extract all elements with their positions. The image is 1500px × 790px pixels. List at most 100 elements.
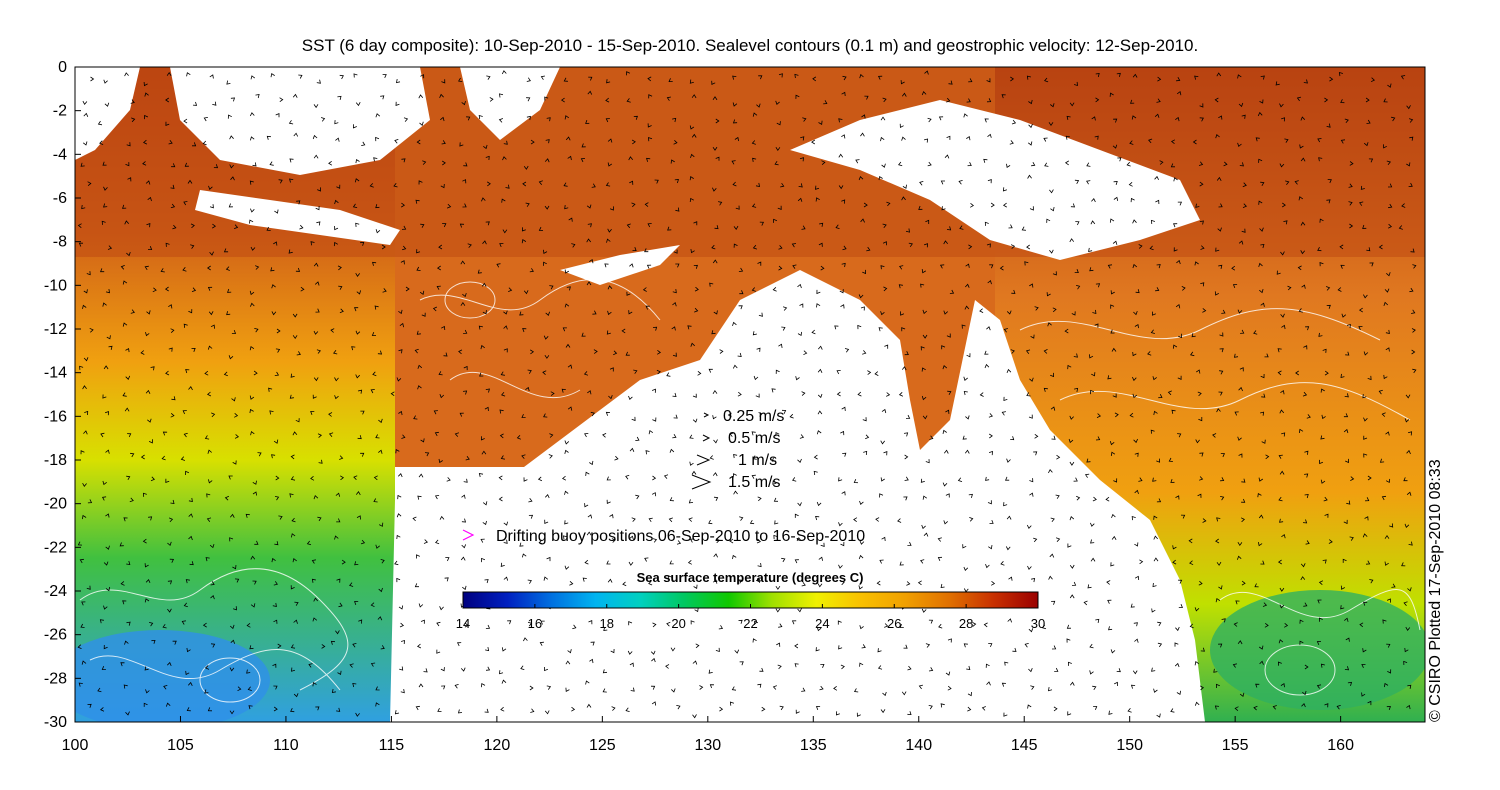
- velocity-arrow: [1317, 138, 1322, 143]
- velocity-arrow: [943, 449, 949, 454]
- velocity-arrow: [1216, 176, 1222, 181]
- velocity-arrow: [672, 289, 677, 294]
- velocity-arrow: [987, 133, 992, 138]
- velocity-arrow: [602, 433, 607, 438]
- velocity-arrow: [191, 287, 197, 292]
- velocity-arrow: [644, 557, 649, 562]
- velocity-arrow: [1279, 409, 1285, 414]
- velocity-arrow: [1326, 199, 1331, 204]
- velocity-arrow: [417, 385, 422, 390]
- velocity-arrow: [1199, 476, 1204, 481]
- velocity-arrow: [1198, 417, 1203, 422]
- velocity-arrow: [1277, 661, 1282, 666]
- velocity-arrow: [1387, 223, 1393, 229]
- velocity-arrow: [621, 328, 626, 334]
- velocity-arrow: [564, 520, 569, 525]
- velocity-arrow: [226, 311, 231, 316]
- velocity-arrow: [142, 538, 147, 544]
- velocity-arrow: [856, 712, 861, 717]
- velocity-arrow: [461, 100, 466, 106]
- velocity-arrow: [610, 648, 615, 654]
- velocity-arrow: [817, 393, 823, 399]
- velocity-arrow: [963, 566, 969, 572]
- velocity-arrow: [185, 470, 190, 475]
- velocity-arrow: [713, 310, 718, 315]
- velocity-arrow: [1107, 599, 1112, 604]
- velocity-arrow: [758, 312, 763, 317]
- velocity-arrow: [398, 309, 403, 315]
- velocity-arrow: [1302, 690, 1307, 696]
- velocity-arrow: [233, 224, 239, 229]
- velocity-arrow: [1074, 269, 1079, 274]
- velocity-arrow: [880, 116, 886, 121]
- velocity-arrow: [80, 450, 85, 455]
- velocity-arrow: [1110, 649, 1116, 654]
- colorbar-tick-label: 20: [671, 616, 685, 631]
- velocity-arrow: [581, 332, 586, 337]
- velocity-arrow: [692, 418, 698, 423]
- velocity-arrow: [968, 78, 973, 83]
- velocity-arrow: [336, 578, 341, 583]
- legend-speed-1: 1 m/s: [738, 452, 777, 469]
- velocity-arrow: [712, 389, 718, 395]
- velocity-arrow: [1127, 708, 1132, 713]
- velocity-arrow: [99, 707, 105, 712]
- velocity-arrow: [588, 259, 594, 264]
- velocity-arrow: [1156, 98, 1161, 103]
- velocity-arrow: [1300, 221, 1306, 226]
- velocity-arrow: [771, 457, 776, 462]
- velocity-arrow: [296, 200, 301, 205]
- velocity-arrow: [380, 95, 385, 100]
- velocity-arrow: [290, 708, 295, 713]
- velocity-arrow: [963, 643, 968, 648]
- velocity-arrow: [606, 238, 611, 243]
- velocity-arrow: [921, 524, 926, 530]
- velocity-arrow: [295, 418, 300, 423]
- velocity-arrow: [819, 222, 824, 227]
- velocity-arrow: [988, 643, 993, 648]
- velocity-arrow: [188, 497, 193, 503]
- velocity-arrow: [794, 663, 799, 668]
- velocity-arrow: [897, 518, 902, 523]
- velocity-arrow: [380, 559, 385, 564]
- velocity-arrow: [988, 433, 993, 439]
- velocity-arrow: [987, 179, 992, 184]
- velocity-arrow: [1329, 76, 1334, 82]
- velocity-arrow: [564, 205, 569, 210]
- velocity-arrow: [1322, 559, 1327, 564]
- velocity-arrow: [330, 640, 336, 645]
- velocity-arrow: [920, 478, 925, 483]
- velocity-arrow: [1195, 439, 1200, 444]
- velocity-arrow: [593, 349, 598, 354]
- velocity-arrow: [83, 430, 88, 435]
- velocity-arrow: [817, 345, 823, 350]
- velocity-arrow: [880, 709, 886, 714]
- velocity-arrow: [373, 475, 378, 481]
- velocity-arrow: [1170, 708, 1175, 713]
- velocity-arrow: [1241, 478, 1246, 483]
- velocity-arrow: [99, 140, 104, 145]
- velocity-arrow: [1378, 244, 1383, 250]
- velocity-arrow: [249, 180, 254, 185]
- velocity-arrow: [942, 482, 948, 487]
- velocity-arrow: [306, 540, 312, 546]
- velocity-arrow: [945, 671, 951, 676]
- velocity-arrow: [313, 494, 319, 500]
- velocity-arrow: [1336, 705, 1341, 710]
- velocity-arrow: [266, 135, 271, 140]
- velocity-arrow: [564, 269, 570, 274]
- velocity-arrow: [1129, 412, 1134, 418]
- velocity-arrow: [1362, 533, 1368, 538]
- velocity-arrow: [1279, 103, 1284, 108]
- x-tick-label: 105: [167, 737, 194, 754]
- velocity-arrow: [140, 454, 145, 460]
- velocity-arrow: [564, 490, 569, 495]
- velocity-arrow: [1114, 681, 1118, 687]
- velocity-arrow: [1318, 157, 1323, 162]
- velocity-arrow: [1128, 182, 1133, 187]
- velocity-arrow: [590, 411, 595, 417]
- velocity-arrow: [1066, 115, 1071, 120]
- velocity-arrow: [82, 304, 87, 309]
- y-tick-label: -6: [53, 190, 67, 207]
- velocity-arrow: [459, 142, 464, 147]
